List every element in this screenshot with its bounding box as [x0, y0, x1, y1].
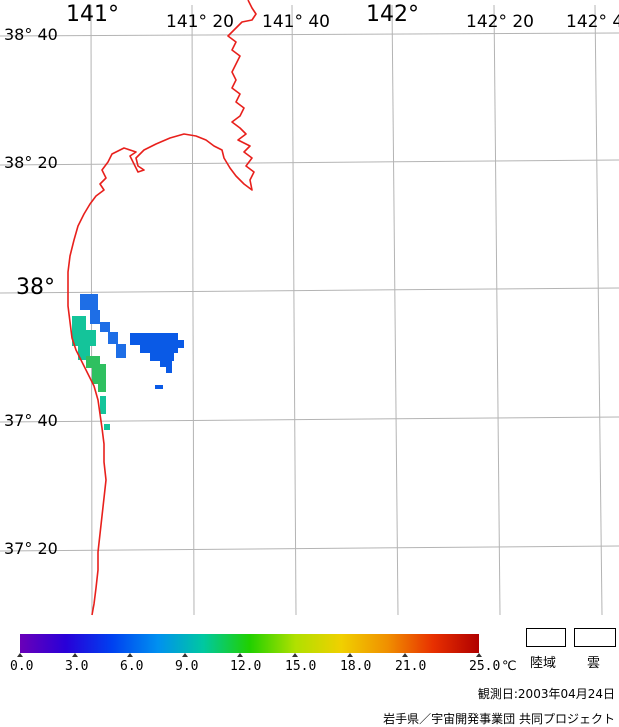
sst-pixel-block: [90, 310, 100, 324]
sst-pixel-block: [155, 385, 163, 389]
colorbar-tick-label: 18.0: [340, 659, 372, 674]
grid-lon-142-40: [594, 4, 603, 616]
colorbar-unit: ℃: [502, 659, 517, 674]
colorbar-tick-mark: [17, 653, 23, 657]
sst-pixel-block: [92, 364, 106, 384]
sst-pixels: [72, 294, 184, 430]
colorbar-tick-label: 9.0: [175, 659, 199, 674]
colorbar-tick-label: 6.0: [120, 659, 144, 674]
grid-lon-141-20: [191, 4, 195, 616]
lon-label-142-40: 142° 40: [566, 14, 619, 31]
grid-lon-142-20: [493, 4, 501, 616]
grid-lon-142: [391, 4, 399, 616]
grid-lat-37-40: [0, 416, 619, 423]
land-legend-swatch: [526, 628, 566, 647]
sst-pixel-block: [104, 424, 110, 430]
sst-pixel-block: [176, 340, 184, 348]
sst-pixel-block: [84, 330, 96, 346]
lon-label-141: 141°: [66, 2, 119, 27]
colorbar-tick-mark: [402, 653, 408, 657]
colorbar-tick-label: 3.0: [65, 659, 89, 674]
lon-label-142: 142°: [366, 2, 419, 27]
sst-pixel-block: [150, 353, 174, 361]
grid-lat-37-20: [0, 545, 619, 552]
colorbar-tick-mark: [182, 653, 188, 657]
colorbar-tick-label: 0.0: [10, 659, 34, 674]
sst-pixel-block: [166, 367, 172, 373]
lon-label-141-40: 141° 40: [262, 12, 330, 32]
coastline: [67, 0, 257, 616]
credit-line: 岩手県／宇宙開発事業団 共同プロジェクト: [383, 712, 615, 726]
land-legend-label: 陸域: [530, 656, 557, 671]
colorbar-tick-label: 25.0: [469, 659, 501, 674]
sst-pixel-block: [98, 382, 106, 392]
grid-lon-141-40: [291, 4, 297, 616]
colorbar-tick-mark: [476, 653, 482, 657]
lat-lon-grid: [0, 4, 619, 616]
grid-lat-38-40: [0, 32, 619, 37]
sst-pixel-block: [100, 322, 110, 332]
sst-pixel-block: [130, 333, 178, 345]
lat-label-38-40: 38° 40: [4, 25, 58, 44]
cloud-legend-swatch: [574, 628, 616, 647]
colorbar-tick-mark: [292, 653, 298, 657]
colorbar-tick-label: 15.0: [285, 659, 317, 674]
observation-date: 観測日:2003年04月24日: [477, 687, 615, 701]
colorbar-tick-mark: [237, 653, 243, 657]
cloud-legend-label: 雲: [587, 656, 601, 671]
sst-pixel-block: [100, 396, 106, 414]
colorbar-tick-mark: [72, 653, 78, 657]
lon-label-142-20: 142° 20: [466, 12, 534, 32]
colorbar-tick-label: 21.0: [395, 659, 427, 674]
sst-pixel-block: [108, 332, 118, 344]
sst-pixel-block: [72, 316, 86, 346]
colorbar-tick-label: 12.0: [230, 659, 262, 674]
colorbar-tick-mark: [347, 653, 353, 657]
temperature-colorbar: [20, 634, 479, 653]
sst-pixel-block: [160, 361, 172, 367]
lat-label-38: 38°: [16, 275, 55, 300]
sst-pixel-block: [116, 344, 126, 358]
sst-pixel-block: [140, 345, 178, 353]
lat-label-37-20: 37° 20: [4, 539, 58, 558]
lat-label-38-20: 38° 20: [4, 153, 58, 172]
sst-pixel-block: [80, 294, 98, 310]
lon-label-141-20: 141° 20: [166, 12, 234, 32]
lat-label-37-40: 37° 40: [4, 411, 58, 430]
grid-lat-38-20: [0, 159, 619, 166]
colorbar-tick-mark: [127, 653, 133, 657]
sst-map: [0, 0, 619, 616]
grid-lat-38: [0, 287, 619, 294]
